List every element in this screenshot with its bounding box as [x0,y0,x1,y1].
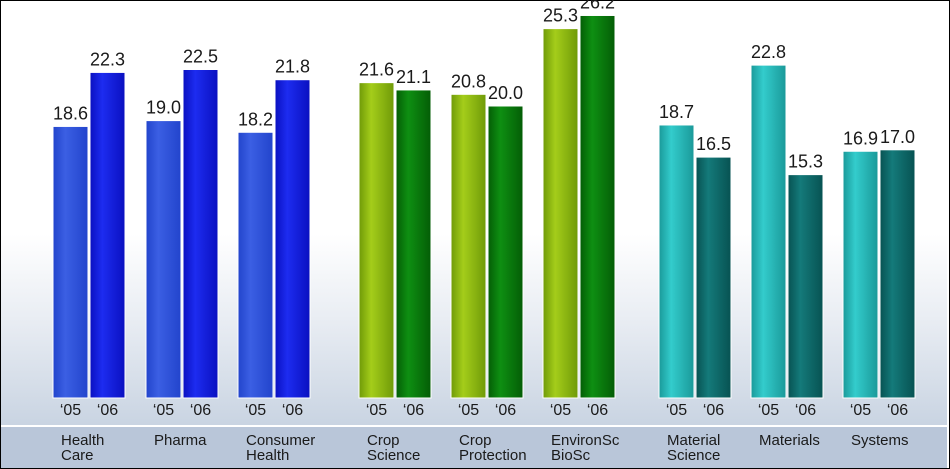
value-label-crop-protection-05: 20.8 [451,71,486,91]
value-label-pharma-05: 19.0 [146,98,181,118]
value-label-health-care-06: 22.3 [90,49,125,69]
value-label-crop-protection-06: 20.0 [488,83,523,103]
category-label-systems: Systems [851,432,909,449]
year-label-materials-05: ‘05 [758,402,779,419]
year-label-environsc-biosc-05: ‘05 [550,402,571,419]
category-label-band [1,427,947,468]
bar-consumer-health-05 [237,131,274,399]
bar-material-science-06 [695,156,732,399]
bar-crop-science-06 [395,89,432,399]
bar-health-care-06 [89,71,126,399]
bar-environsc-biosc-05 [542,28,579,399]
bar-pharma-06 [182,69,219,399]
value-label-material-science-05: 18.7 [659,102,694,122]
year-label-crop-protection-05: ‘05 [458,402,479,419]
bar-environsc-biosc-06 [579,14,616,399]
category-label-health-care: Health Care [61,432,104,464]
category-label-materials: Materials [759,432,820,449]
year-label-materials-06: ‘06 [795,402,816,419]
value-label-environsc-biosc-06: 26.2 [580,0,615,12]
category-label-environsc-biosc: EnvironSc BioSc [551,432,620,464]
year-label-material-science-06: ‘06 [703,402,724,419]
value-labels-layer: 18.6 22.3 19.0 22.5 18.2 21.8 21.6 21.1 20.820.0… [53,0,915,172]
value-label-consumer-health-05: 18.2 [238,109,273,129]
category-label-material-science: Material Science [667,432,720,464]
bar-health-care-05 [52,125,89,399]
year-label-pharma-06: ‘06 [190,402,211,419]
value-label-consumer-health-06: 21.8 [275,57,310,77]
year-label-crop-science-05: ‘05 [366,402,387,419]
bar-crop-protection-05 [450,93,487,399]
category-label-pharma: Pharma [154,432,207,449]
value-label-material-science-06: 16.5 [696,134,731,154]
bar-consumer-health-06 [274,79,311,399]
year-labels-layer: ‘05 ‘06 ‘05 ‘06 ‘05 ‘06 ‘05 ‘06 ‘05 ‘06 ‘05 ‘06 ‘05 ‘… [60,402,908,419]
value-label-materials-06: 15.3 [788,152,823,172]
year-label-consumer-health-06: ‘06 [282,402,303,419]
year-label-pharma-05: ‘05 [153,402,174,419]
category-labels-layer: Health Care Pharma Consumer Health Crop Scienc… [61,432,909,464]
bars-layer [52,14,916,399]
value-label-crop-science-05: 21.6 [359,60,394,80]
category-label-crop-protection: Crop Protection [459,432,527,464]
bar-crop-protection-06 [487,105,524,399]
year-label-consumer-health-05: ‘05 [245,402,266,419]
bar-crop-science-05 [358,82,395,399]
category-label-consumer-health: Consumer Health [246,432,315,464]
bar-materials-05 [750,64,787,399]
bar-material-science-05 [658,124,695,399]
year-label-systems-06: ‘06 [887,402,908,419]
value-label-health-care-05: 18.6 [53,103,88,123]
value-label-systems-06: 17.0 [880,127,915,147]
category-label-crop-science: Crop Science [367,432,420,464]
year-label-health-care-06: ‘06 [97,402,118,419]
value-label-materials-05: 22.8 [751,42,786,62]
bar-systems-06 [879,149,916,399]
value-label-environsc-biosc-05: 25.3 [543,6,578,26]
year-label-health-care-05: ‘05 [60,402,81,419]
year-label-systems-05: ‘05 [850,402,871,419]
value-label-crop-science-06: 21.1 [396,67,431,87]
bar-materials-06 [787,174,824,399]
year-label-material-science-05: ‘05 [666,402,687,419]
bar-pharma-05 [145,120,182,399]
year-label-crop-protection-06: ‘06 [495,402,516,419]
value-label-pharma-06: 22.5 [183,47,218,67]
year-label-environsc-biosc-06: ‘06 [587,402,608,419]
year-label-crop-science-06: ‘06 [403,402,424,419]
value-label-systems-05: 16.9 [843,128,878,148]
bar-systems-05 [842,150,879,399]
